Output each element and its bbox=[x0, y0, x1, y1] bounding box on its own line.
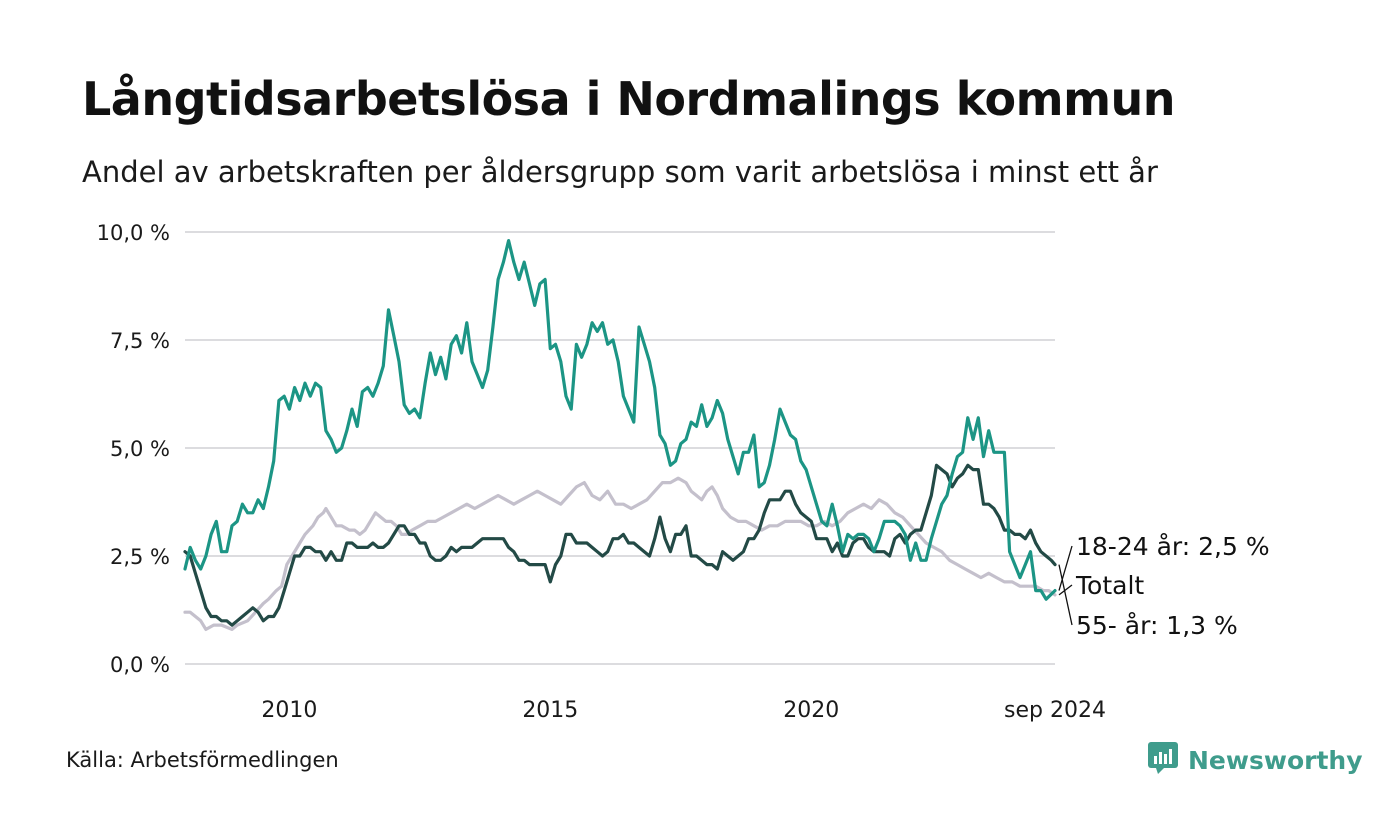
chart-title: Långtidsarbetslösa i Nordmalings kommun bbox=[82, 72, 1176, 126]
grid-lines bbox=[185, 231, 1055, 665]
y-tick-label: 0,0 % bbox=[110, 653, 170, 677]
series-end-label: 18-24 år: 2,5 % bbox=[1076, 532, 1270, 561]
y-tick-label: 2,5 % bbox=[110, 545, 170, 569]
x-tick-label: sep 2024 bbox=[1004, 698, 1106, 723]
brand: Newsworthy bbox=[1148, 742, 1363, 778]
series-end-label: 55- år: 1,3 % bbox=[1076, 611, 1238, 640]
x-tick-label: 2010 bbox=[261, 698, 317, 723]
end-label-connector bbox=[1058, 564, 1073, 626]
y-tick-label: 7,5 % bbox=[110, 329, 170, 353]
newsworthy-logo-icon bbox=[1148, 742, 1178, 778]
series-end-label: Totalt bbox=[1075, 571, 1144, 600]
end-label-connector bbox=[1058, 584, 1073, 596]
series-line bbox=[183, 463, 1057, 627]
x-axis-tick-labels: 2010 2015 2020 sep 2024 bbox=[261, 698, 1106, 723]
end-label-connector bbox=[1058, 545, 1073, 591]
series-line bbox=[183, 476, 1057, 631]
y-axis-tick-labels: 0,0 % 2,5 % 5,0 % 7,5 % 10,0 % bbox=[97, 221, 170, 677]
x-tick-label: 2020 bbox=[783, 698, 839, 723]
series-line bbox=[183, 239, 1057, 601]
y-tick-label: 5,0 % bbox=[110, 437, 170, 461]
brand-name: Newsworthy bbox=[1188, 745, 1363, 775]
x-tick-label: 2015 bbox=[522, 698, 578, 723]
y-tick-label: 10,0 % bbox=[97, 221, 170, 245]
series-lines bbox=[183, 239, 1057, 631]
series-end-labels: Totalt 55- år: 1,3 % 18-24 år: 2,5 % bbox=[1058, 532, 1270, 640]
chart-subtitle: Andel av arbetskraften per åldersgrupp s… bbox=[82, 155, 1158, 189]
source-note: Källa: Arbetsförmedlingen bbox=[66, 748, 339, 772]
